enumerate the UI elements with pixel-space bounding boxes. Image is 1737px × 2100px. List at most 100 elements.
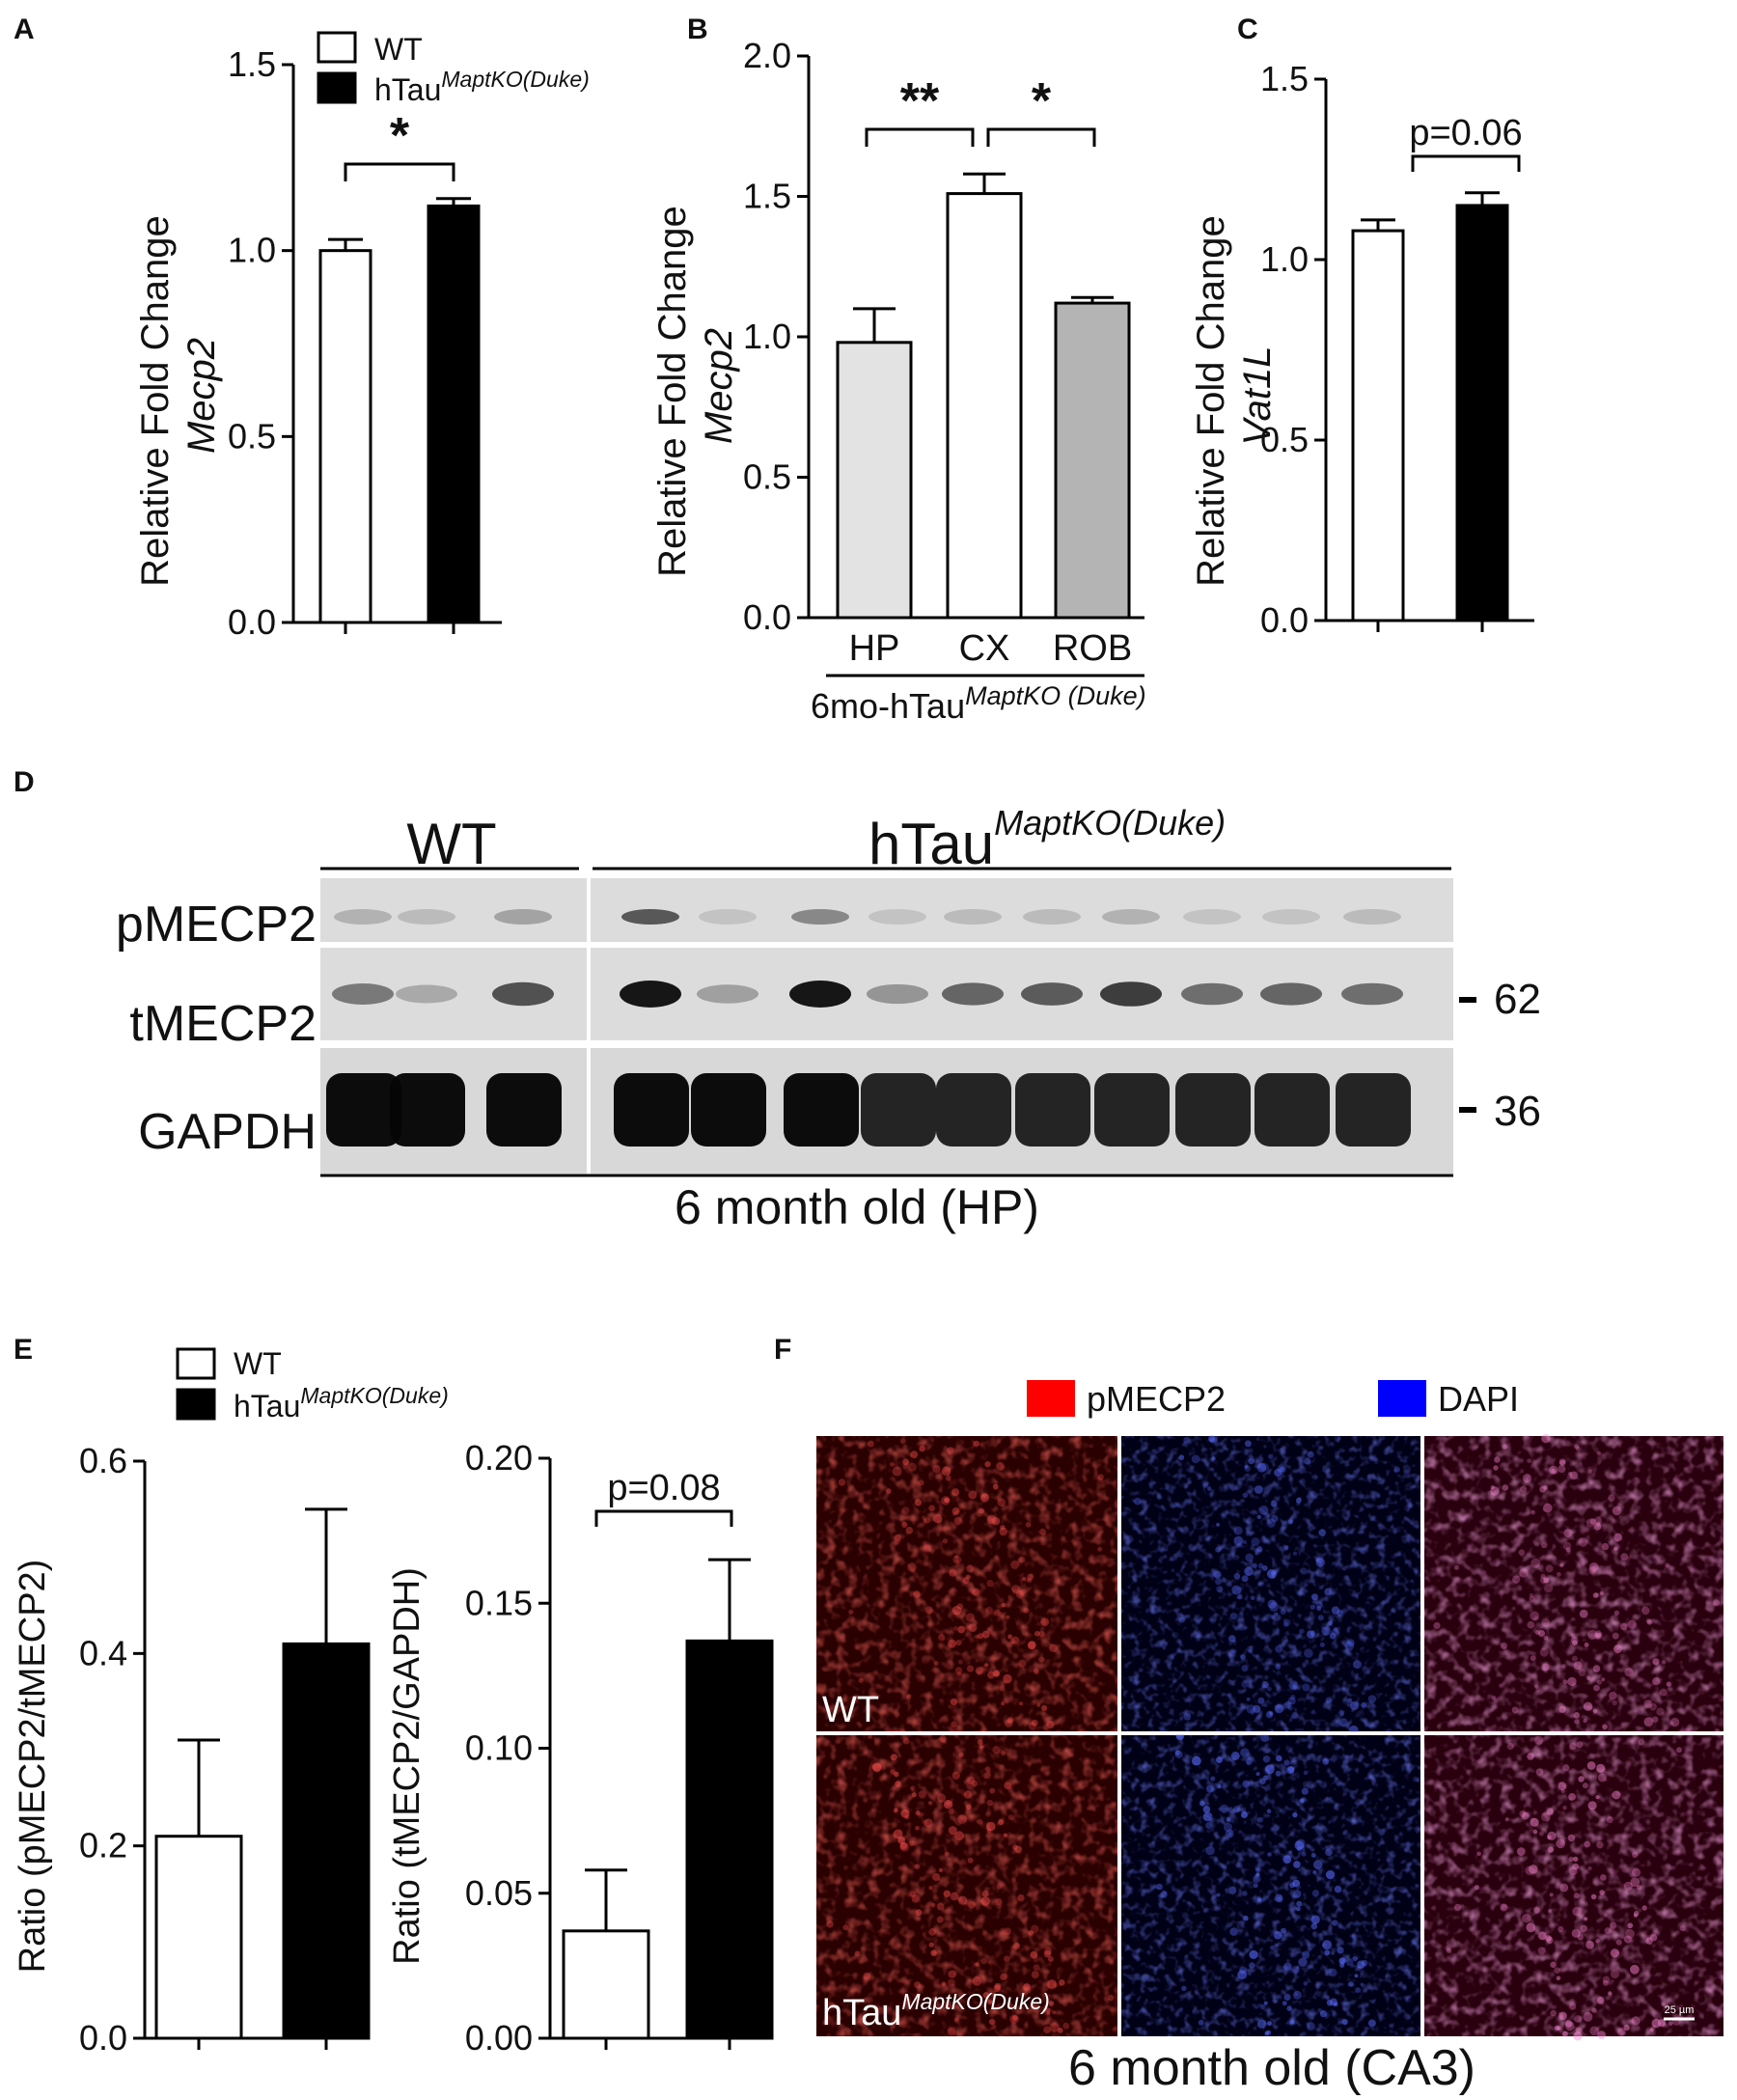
- micro-cell: [1001, 1751, 1006, 1756]
- micro-cell: [1287, 1766, 1295, 1773]
- band-gapdh: [936, 1073, 1011, 1147]
- micro-cell: [913, 1590, 921, 1598]
- micro-cell: [1034, 1630, 1040, 1637]
- micro-cell: [1183, 1436, 1190, 1444]
- micro-cell: [1181, 1985, 1187, 1991]
- micro-cell: [1643, 1717, 1654, 1727]
- micro-cell: [975, 1962, 979, 1967]
- micro-cell: [906, 1694, 911, 1699]
- micro-cell: [1312, 1860, 1323, 1869]
- micro-cell: [1357, 1960, 1365, 1969]
- micro-cell: [1242, 1492, 1249, 1499]
- micro-cell: [1656, 1707, 1665, 1716]
- micro-cell: [1277, 1464, 1286, 1474]
- e-right-bar: [562, 1929, 650, 2040]
- band-tmecp2: [1341, 982, 1403, 1006]
- micro-cell: [1583, 1701, 1593, 1711]
- micro-cell: [1583, 1718, 1587, 1724]
- micro-cell: [1326, 2000, 1334, 2006]
- micro-cell: [1049, 1644, 1058, 1652]
- b-y-tick-label: 0.5: [743, 457, 791, 497]
- micro-cell: [1000, 1973, 1007, 1980]
- micro-cell: [1568, 1866, 1578, 1876]
- micro-cell: [905, 1526, 914, 1534]
- micro-cell: [1245, 1757, 1253, 1765]
- micro-cell: [972, 1976, 982, 1986]
- micro-cell: [947, 2027, 956, 2036]
- micro-cell: [1649, 2028, 1654, 2032]
- micro-cell: [872, 1762, 882, 1773]
- micro-cell: [1304, 1648, 1313, 1658]
- micro-cell: [1592, 1592, 1599, 1598]
- band-pmecp2: [944, 909, 1002, 925]
- micro-cell: [951, 1506, 960, 1515]
- micro-cell: [1031, 1719, 1038, 1727]
- micro-cell: [1533, 1684, 1539, 1689]
- micro-cell: [1572, 1863, 1580, 1870]
- band-gapdh: [486, 1073, 562, 1147]
- band-tmecp2: [867, 983, 928, 1005]
- micro-cell: [1266, 1568, 1277, 1579]
- micro-cell: [985, 1606, 994, 1615]
- micro-cell: [981, 1890, 989, 1897]
- micro-cell: [1198, 2019, 1204, 2026]
- micro-cell: [1500, 1903, 1508, 1912]
- micro-cell: [1530, 1558, 1541, 1568]
- micro-cell: [902, 1737, 910, 1745]
- micro-cell: [918, 1479, 924, 1486]
- micro-cell: [1265, 1710, 1274, 1719]
- micro-cell: [1301, 1787, 1309, 1795]
- micro-cell: [1242, 1539, 1248, 1545]
- e-right-y-tick-label: 0.10: [465, 1728, 533, 1768]
- micro-cell: [944, 1497, 950, 1504]
- micro-cell: [989, 1787, 996, 1794]
- micro-cell: [1565, 2020, 1573, 2028]
- micro-cell: [1586, 1629, 1597, 1640]
- micro-cell: [909, 1840, 915, 1846]
- micro-cell: [915, 1810, 921, 1816]
- micro-cell: [1304, 1457, 1311, 1465]
- micro-cell: [1097, 1546, 1103, 1552]
- micro-cell: [1283, 1545, 1289, 1551]
- micro-cell: [1282, 2001, 1287, 2006]
- micro-cell: [902, 1458, 909, 1466]
- micro-cell: [1529, 1596, 1535, 1603]
- micro-cell: [1568, 1856, 1574, 1862]
- micro-cell: [1393, 1466, 1400, 1473]
- micro-cell: [1202, 1806, 1211, 1813]
- micro-cell: [972, 1588, 980, 1596]
- micro-cell: [886, 1488, 892, 1494]
- micro-cell: [928, 1928, 937, 1936]
- c-y-tick-label: 0.0: [1260, 600, 1309, 640]
- micro-cell: [1666, 1681, 1672, 1687]
- micro-cell: [1333, 2002, 1338, 2007]
- micro-cell: [1199, 1801, 1205, 1807]
- micro-cell: [1261, 1565, 1268, 1571]
- legend-wt-label: WT: [374, 32, 423, 67]
- band-pmecp2: [1343, 909, 1401, 925]
- micro-cell: [1243, 1915, 1249, 1921]
- micro-htau-pmecp2-texture: [816, 1735, 1117, 2036]
- micro-cell: [1062, 2022, 1070, 2030]
- micro-cell: [1237, 1970, 1248, 1980]
- e-left-y-tick-label: 0.4: [79, 1633, 127, 1672]
- micro-cell: [1589, 1562, 1599, 1572]
- micro-cell: [979, 1507, 984, 1514]
- micro-cell: [1490, 1485, 1495, 1490]
- micro-cell: [1322, 1757, 1329, 1765]
- micro-cell: [1012, 1844, 1018, 1850]
- micro-cell: [1255, 1872, 1260, 1877]
- micro-cell: [1665, 1562, 1670, 1568]
- micro-cell: [1310, 1915, 1320, 1924]
- micro-cell: [956, 1603, 963, 1610]
- micro-cell: [1627, 1922, 1634, 1929]
- micro-cell: [1560, 1788, 1565, 1793]
- micro-cell: [928, 1886, 933, 1891]
- micro-cell: [1202, 1811, 1213, 1822]
- b-x-tick-label: ROB: [1053, 628, 1132, 669]
- micro-cell: [1534, 1630, 1540, 1636]
- micro-cell: [963, 1790, 973, 1799]
- micro-cell: [922, 1515, 926, 1521]
- a-y-tick-label: 0.5: [228, 416, 276, 456]
- b-x-tick-label: CX: [959, 628, 1010, 669]
